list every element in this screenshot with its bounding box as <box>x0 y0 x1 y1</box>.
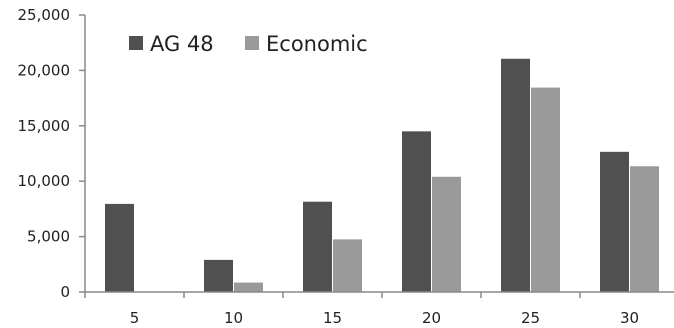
bar-economic-10 <box>234 282 263 292</box>
bar-ag-48-25 <box>501 58 530 293</box>
x-tick-label: 20 <box>422 309 441 327</box>
bar-economic-15 <box>333 239 362 292</box>
x-tick-label: 25 <box>521 309 540 327</box>
legend-swatch-economic <box>245 36 259 50</box>
bars-group <box>105 58 659 293</box>
y-tick-label: 10,000 <box>18 172 71 190</box>
bar-economic-25 <box>531 87 560 292</box>
bar-ag-48-10 <box>204 259 233 292</box>
legend-label-economic: Economic <box>266 32 368 56</box>
bar-ag-48-30 <box>600 151 629 292</box>
bar-ag-48-15 <box>303 201 332 292</box>
y-tick-label: 5,000 <box>27 228 70 246</box>
axes-group <box>84 15 674 293</box>
y-ticks-group: 0 5,000 10,000 15,000 20,000 25,000 <box>18 6 85 301</box>
y-tick-label: 20,000 <box>18 61 71 79</box>
x-ticks-group: 5 10 15 20 25 30 <box>84 292 639 327</box>
bar-ag-48-20 <box>402 131 431 292</box>
bar-economic-20 <box>432 176 461 292</box>
bar-ag-48-5 <box>105 203 134 292</box>
y-tick-label: 0 <box>60 283 70 301</box>
legend-label-ag48: AG 48 <box>150 32 214 56</box>
x-tick-label: 5 <box>130 309 140 327</box>
legend: AG 48 Economic <box>129 32 368 56</box>
y-tick-label: 15,000 <box>18 117 71 135</box>
x-tick-label: 15 <box>323 309 342 327</box>
x-tick-label: 10 <box>224 309 243 327</box>
legend-swatch-ag48 <box>129 36 143 50</box>
y-tick-label: 25,000 <box>18 6 71 24</box>
x-tick-label: 30 <box>620 309 639 327</box>
bar-economic-30 <box>630 166 659 292</box>
